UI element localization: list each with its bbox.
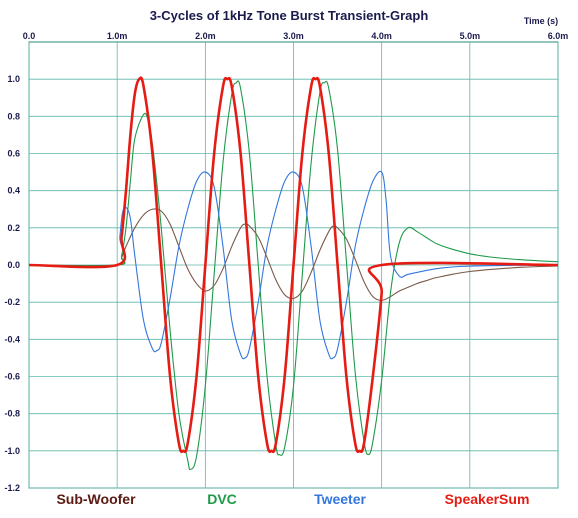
- legend-entry: Tweeter: [314, 491, 366, 507]
- x-tick-label: 4.0m: [371, 31, 392, 41]
- legend: Sub-Woofer DVC Tweeter SpeakerSum: [56, 491, 529, 507]
- y-tick-label: -1.2: [4, 483, 20, 493]
- chart-title: 3-Cycles of 1kHz Tone Burst Transient-Gr…: [150, 8, 429, 23]
- x-axis-unit-label: Time (s): [524, 16, 558, 26]
- y-tick-label: 0.6: [7, 149, 20, 159]
- x-tick-label: 5.0m: [460, 31, 481, 41]
- x-tick-label: 3.0m: [283, 31, 304, 41]
- series-line-dvc: [28, 80, 559, 471]
- y-tick-label: -1.0: [4, 446, 20, 456]
- x-tick-label: 0.0: [23, 31, 36, 41]
- legend-entry: DVC: [207, 491, 237, 507]
- series-line-tweeter: [28, 170, 559, 360]
- x-tick-label: 2.0m: [195, 31, 216, 41]
- y-tick-label: 0.8: [7, 111, 20, 121]
- y-tick-label: -0.4: [4, 334, 20, 344]
- y-tick-label: -0.2: [4, 297, 20, 307]
- y-tick-label: 0.0: [7, 260, 20, 270]
- tick-labels: 0.0 1.0m 2.0m 3.0m 4.0m 5.0m 6.0m 1.0 0.8 0.6 0.4 0…: [4, 31, 568, 493]
- series-line-speakersum: [28, 76, 559, 454]
- legend-entry: Sub-Woofer: [56, 491, 136, 507]
- y-tick-label: 0.2: [7, 223, 20, 233]
- x-tick-label: 6.0m: [548, 31, 569, 41]
- series-lines: [28, 76, 559, 471]
- x-tick-label: 1.0m: [107, 31, 128, 41]
- y-tick-label: 1.0: [7, 74, 20, 84]
- legend-entry: SpeakerSum: [445, 491, 530, 507]
- series-line-sub-woofer: [28, 208, 559, 301]
- y-tick-label: 0.4: [7, 186, 20, 196]
- y-tick-label: -0.8: [4, 409, 20, 419]
- y-tick-label: -0.6: [4, 372, 20, 382]
